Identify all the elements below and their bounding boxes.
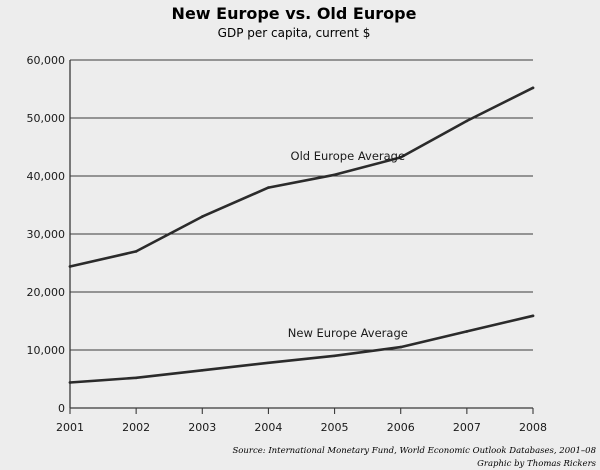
y-tick-label: 30,000 [27, 228, 66, 241]
source-note: Source: International Monetary Fund, Wor… [232, 446, 596, 456]
data-point-new-europe [134, 376, 138, 380]
grid-layer [70, 59, 533, 351]
x-tick-label: 2008 [519, 421, 547, 434]
series-label-new-europe: New Europe Average [288, 326, 408, 340]
data-point-old-europe [134, 250, 138, 253]
x-tick-label: 2004 [254, 421, 282, 434]
series-label-old-europe: Old Europe Average [291, 149, 406, 163]
data-point-new-europe [333, 354, 336, 358]
data-point-old-europe [333, 173, 336, 177]
data-point-old-europe [465, 119, 469, 123]
series-line-old-europe [68, 86, 535, 268]
data-point-new-europe [399, 345, 403, 349]
data-point-old-europe [531, 86, 535, 90]
series-line-new-europe [68, 314, 535, 384]
y-tick-label: 0 [58, 402, 65, 415]
y-tick-label: 20,000 [27, 286, 66, 299]
data-point-old-europe [200, 215, 204, 218]
y-tick-label: 50,000 [27, 112, 66, 125]
y-tick-label: 10,000 [27, 344, 66, 357]
x-tick-label: 2005 [321, 421, 349, 434]
chart-title: New Europe vs. Old Europe [172, 4, 417, 23]
x-tick-label: 2001 [56, 421, 84, 434]
series-label-layer: Old Europe Average New Europe Average [288, 149, 408, 340]
y-tick-label: 60,000 [27, 54, 66, 67]
data-point-old-europe [68, 265, 72, 268]
data-point-new-europe [531, 314, 535, 318]
data-point-old-europe [399, 156, 403, 159]
data-point-old-europe [267, 186, 270, 189]
x-tick-label: 2002 [122, 421, 150, 434]
data-point-new-europe [465, 330, 469, 333]
axis-layer: 0 10,000 20,000 30,000 40,000 50,000 60,000 200… [27, 54, 548, 434]
data-point-new-europe [267, 361, 270, 365]
x-tick-label: 2007 [453, 421, 481, 434]
y-tick-label: 40,000 [27, 170, 66, 183]
x-tick-label: 2003 [188, 421, 216, 434]
x-tick-label: 2006 [387, 421, 415, 434]
series-layer [68, 86, 535, 384]
data-point-new-europe [200, 369, 204, 372]
chart-subtitle: GDP per capita, current $ [218, 26, 371, 40]
graphic-credit: Graphic by Thomas Rickers [477, 459, 597, 469]
data-point-new-europe [68, 381, 72, 384]
